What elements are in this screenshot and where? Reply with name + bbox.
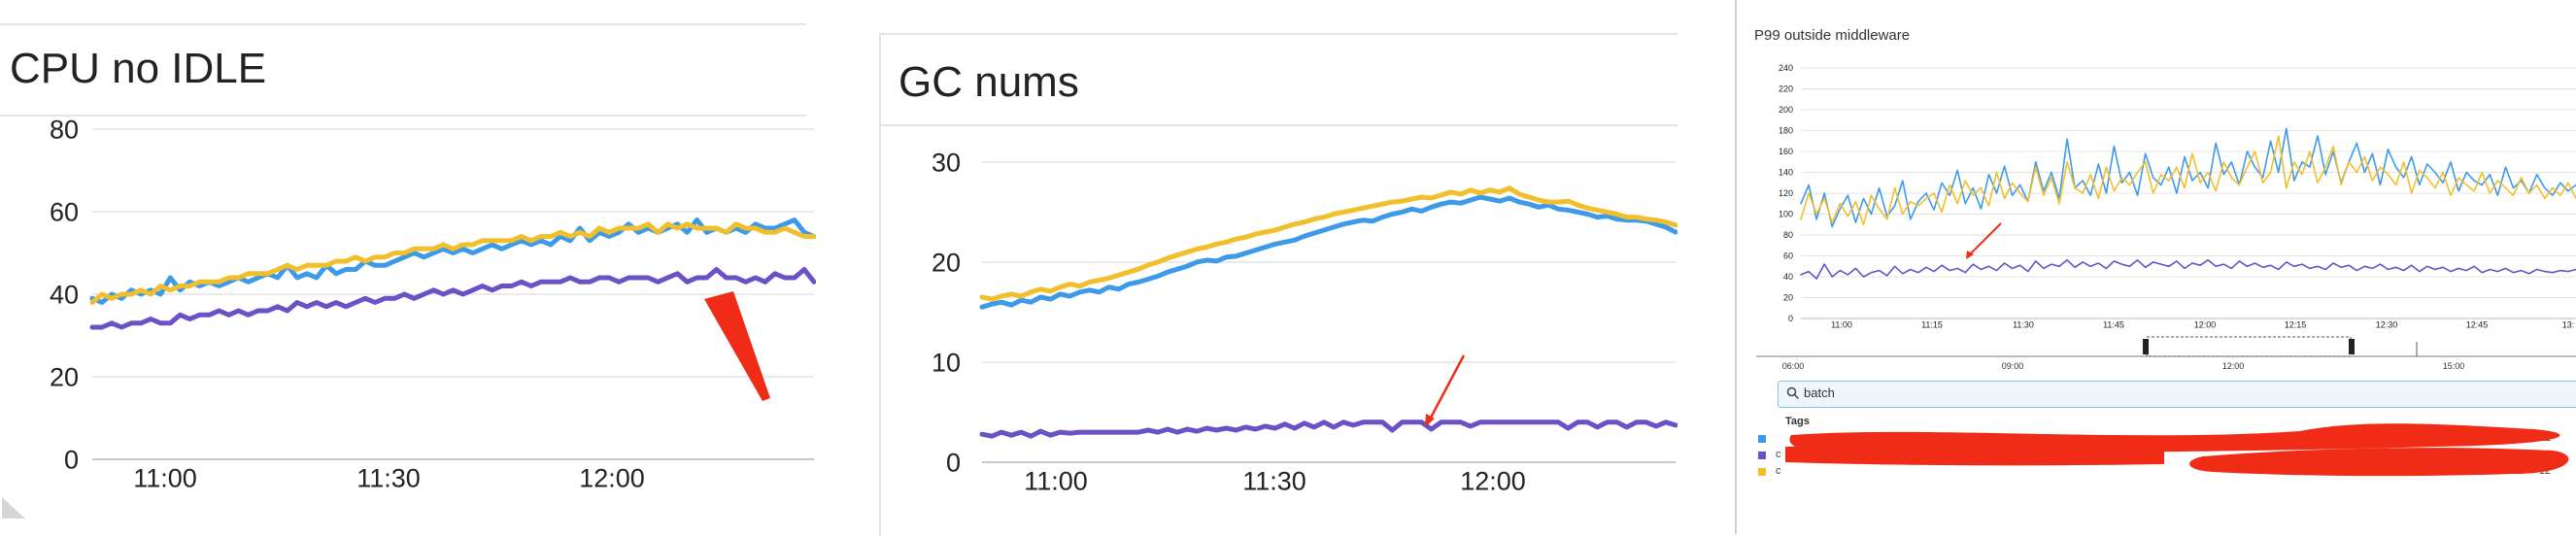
search-input-value: batch — [1804, 385, 1835, 400]
series-line-purple — [89, 267, 816, 330]
series-line-yellow — [979, 185, 1678, 302]
y-tick-label: 20 — [1783, 293, 1793, 303]
panel-title: GC nums — [898, 58, 1079, 106]
y-tick-label: 160 — [1779, 147, 1793, 156]
overview-range-selection — [2146, 336, 2352, 357]
series-line-yellow — [89, 221, 816, 305]
overview-tick-label: 12:00 — [2222, 361, 2245, 369]
annotation-arrow — [704, 291, 770, 401]
resize-handle-icon[interactable] — [0, 491, 29, 520]
panel-title: CPU no IDLE — [10, 45, 267, 92]
series-line-blue — [1800, 127, 2576, 228]
overview-tick-label: 15:00 — [2443, 361, 2465, 369]
cpu-chart: 0 20 40 60 80 11:00 11:30 12:00 — [50, 115, 816, 492]
y-tick-label: 10 — [932, 348, 961, 377]
x-tick-label: 11:00 — [133, 463, 197, 492]
x-tick-label: 11:15 — [1921, 319, 1943, 329]
redaction-scribble — [1785, 423, 2569, 477]
p99-panel: P99 outside middleware 0 20 40 60 80 100 120 14… — [1735, 0, 2576, 534]
x-tick-label: 11:00 — [1024, 466, 1088, 495]
x-tick-label: 12:45 — [2466, 319, 2489, 329]
x-tick-label: 11:45 — [2103, 319, 2124, 329]
y-tick-label: 100 — [1779, 210, 1793, 219]
x-tick-label: 13: — [2562, 319, 2575, 329]
x-tick-label: 12:00 — [579, 463, 645, 492]
y-tick-label: 240 — [1779, 63, 1793, 73]
series-line-blue — [979, 194, 1678, 310]
x-tick-label: 12:15 — [2285, 319, 2307, 329]
y-tick-label: 30 — [932, 148, 961, 177]
series-line-purple — [1800, 258, 2576, 280]
legend-swatch — [1758, 468, 1766, 476]
annotation-arrow-head — [1425, 414, 1435, 427]
overview-tick-label: 09:00 — [2002, 361, 2024, 369]
overview-tick-label: 06:00 — [1782, 361, 1805, 369]
legend-label: c — [1776, 465, 1781, 477]
legend-swatch — [1758, 435, 1766, 443]
panel-header-divider — [0, 115, 806, 117]
y-tick-label: 120 — [1779, 188, 1793, 198]
range-handle-left — [2143, 339, 2149, 354]
y-tick-label: 60 — [50, 197, 79, 226]
y-tick-label: 0 — [946, 448, 961, 477]
annotation-arrow — [1969, 222, 2002, 255]
y-tick-label: 40 — [1783, 272, 1793, 282]
series-line-purple — [979, 419, 1678, 439]
y-tick-label: 180 — [1779, 126, 1793, 136]
y-tick-label: 80 — [1783, 230, 1793, 240]
legend-label: c — [1776, 449, 1781, 460]
x-tick-label: 12:30 — [2376, 319, 2398, 329]
legend-swatch — [1758, 452, 1766, 459]
panel-header-divider — [881, 124, 1678, 126]
x-tick-label: 12:00 — [2194, 319, 2217, 329]
y-tick-label: 40 — [50, 280, 79, 309]
y-tick-label: 200 — [1779, 105, 1793, 115]
search-input[interactable]: batch — [1778, 381, 2576, 408]
tags-column-header: Tags — [1785, 416, 1810, 427]
series-line-yellow — [1800, 135, 2576, 226]
x-tick-label: 11:30 — [356, 463, 421, 492]
y-tick-label: 220 — [1779, 84, 1793, 94]
cpu-panel: CPU no IDLE 0 20 40 60 80 11:00 11:30 12:00 — [0, 0, 816, 534]
x-tick-label: 11:00 — [1831, 319, 1852, 329]
range-handle-right — [2349, 339, 2355, 354]
annotation-arrow — [1428, 354, 1466, 420]
x-tick-label: 12:00 — [1460, 466, 1526, 495]
y-tick-label: 80 — [50, 115, 79, 144]
panel-title: P99 outside middleware — [1754, 27, 1911, 44]
y-tick-label: 140 — [1779, 168, 1793, 178]
p99-chart: 0 20 40 60 80 100 120 140 160 180 200 220 240 11:00 11… — [1756, 63, 2576, 369]
y-tick-label: 0 — [64, 445, 79, 474]
y-tick-label: 60 — [1783, 251, 1793, 261]
y-tick-label: 0 — [1788, 314, 1793, 323]
y-tick-label: 20 — [50, 362, 79, 391]
x-tick-label: 11:30 — [1242, 466, 1306, 495]
gc-chart: 0 10 20 30 11:00 11:30 12:00 — [932, 148, 1678, 495]
gc-panel: GC nums 0 10 20 30 11:00 11:30 12:00 — [879, 33, 1678, 536]
annotation-arrow-head — [1966, 251, 1974, 259]
search-icon — [1786, 386, 1800, 400]
panel-top-border — [0, 23, 806, 25]
y-tick-label: 20 — [932, 248, 961, 277]
x-tick-label: 11:30 — [2013, 319, 2034, 329]
